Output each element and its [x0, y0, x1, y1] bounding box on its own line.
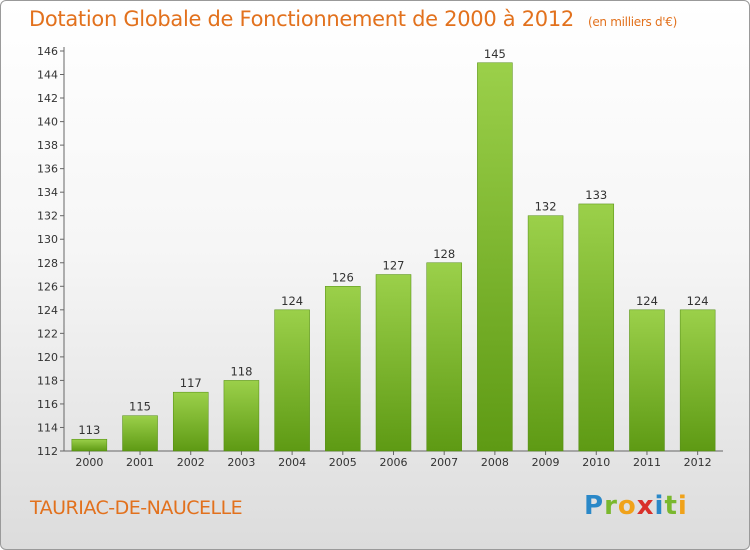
bar-2005 — [325, 286, 361, 452]
x-tick-label: 2010 — [582, 456, 610, 469]
x-tick-label: 2002 — [177, 456, 205, 469]
data-label-2000: 113 — [78, 423, 100, 437]
bar-2000 — [71, 438, 108, 452]
y-tick-label: 114 — [37, 421, 58, 434]
y-tick-label: 118 — [37, 374, 58, 387]
bar-2012 — [679, 309, 716, 452]
data-label-2009: 132 — [535, 200, 557, 214]
y-tick-label: 120 — [37, 351, 58, 364]
x-tick-label: 2011 — [633, 456, 661, 469]
bar-2007 — [426, 262, 462, 452]
x-tick-label: 2007 — [430, 456, 458, 469]
bar-2004 — [274, 309, 310, 452]
bar-2009 — [527, 215, 564, 452]
x-tick-label: 2000 — [75, 456, 103, 469]
proxiti-logo: Proxiti — [584, 491, 688, 521]
y-tick-label: 130 — [37, 233, 58, 246]
bar-2006 — [375, 274, 412, 452]
x-tick-label: 2008 — [481, 456, 509, 469]
y-tick-label: 128 — [37, 257, 58, 270]
logo-letter: i — [677, 491, 688, 521]
bar-2001 — [122, 415, 158, 452]
data-label-2002: 117 — [180, 376, 202, 390]
chart-title: Dotation Globale de Fonctionnement de 20… — [29, 7, 677, 31]
logo-letter: P — [584, 491, 605, 521]
logo-letter: x — [636, 491, 655, 521]
y-tick-label: 126 — [37, 280, 58, 293]
y-tick-label: 112 — [37, 445, 58, 458]
bar-2008 — [477, 62, 513, 452]
data-label-2008: 145 — [484, 47, 506, 61]
axes: 112 114 116 118 120 122 124 126 128 130 132 134 136 1… — [37, 45, 723, 469]
data-label-2012: 124 — [687, 294, 709, 308]
labels: 113 115 117 118 124 126 127 128 145 132 133 124 124 — [78, 47, 708, 437]
y-tick-label: 132 — [37, 210, 58, 223]
x-tick-label: 2006 — [380, 456, 408, 469]
y-tick-label: 144 — [37, 69, 58, 82]
y-tick-label: 140 — [37, 116, 58, 129]
bar-2011 — [629, 309, 665, 452]
x-tick-label: 2005 — [329, 456, 357, 469]
y-tick-label: 124 — [37, 304, 58, 317]
data-label-2004: 124 — [281, 294, 303, 308]
data-label-2007: 128 — [433, 247, 455, 261]
y-tick-label: 134 — [37, 186, 58, 199]
x-tick-label: 2004 — [278, 456, 306, 469]
y-tick-label: 116 — [37, 398, 58, 411]
bar-2002 — [172, 391, 209, 452]
y-tick-label: 146 — [37, 45, 58, 58]
logo-letter: t — [664, 491, 678, 521]
logo-letter: i — [654, 491, 665, 521]
bar-2010 — [578, 203, 615, 452]
y-tick-label: 122 — [37, 327, 58, 340]
data-label-2003: 118 — [230, 364, 252, 378]
logo-letter: o — [617, 491, 637, 521]
x-tick-label: 2009 — [532, 456, 560, 469]
data-label-2010: 133 — [585, 188, 607, 202]
data-label-2005: 126 — [332, 270, 354, 284]
y-tick-label: 136 — [37, 163, 58, 176]
chart-subtitle: (en milliers d'€) — [587, 15, 677, 29]
commune-name: TAURIAC-DE-NAUCELLE — [30, 497, 243, 519]
bar-2003 — [223, 380, 260, 452]
bars — [71, 62, 716, 452]
logo-letter: r — [604, 491, 618, 521]
data-label-2006: 127 — [383, 259, 405, 273]
x-tick-label: 2003 — [227, 456, 255, 469]
y-tick-label: 142 — [37, 92, 58, 105]
data-label-2001: 115 — [129, 400, 151, 414]
y-tick-label: 138 — [37, 139, 58, 152]
x-tick-label: 2012 — [684, 456, 712, 469]
data-label-2011: 124 — [636, 294, 658, 308]
x-tick-label: 2001 — [126, 456, 154, 469]
